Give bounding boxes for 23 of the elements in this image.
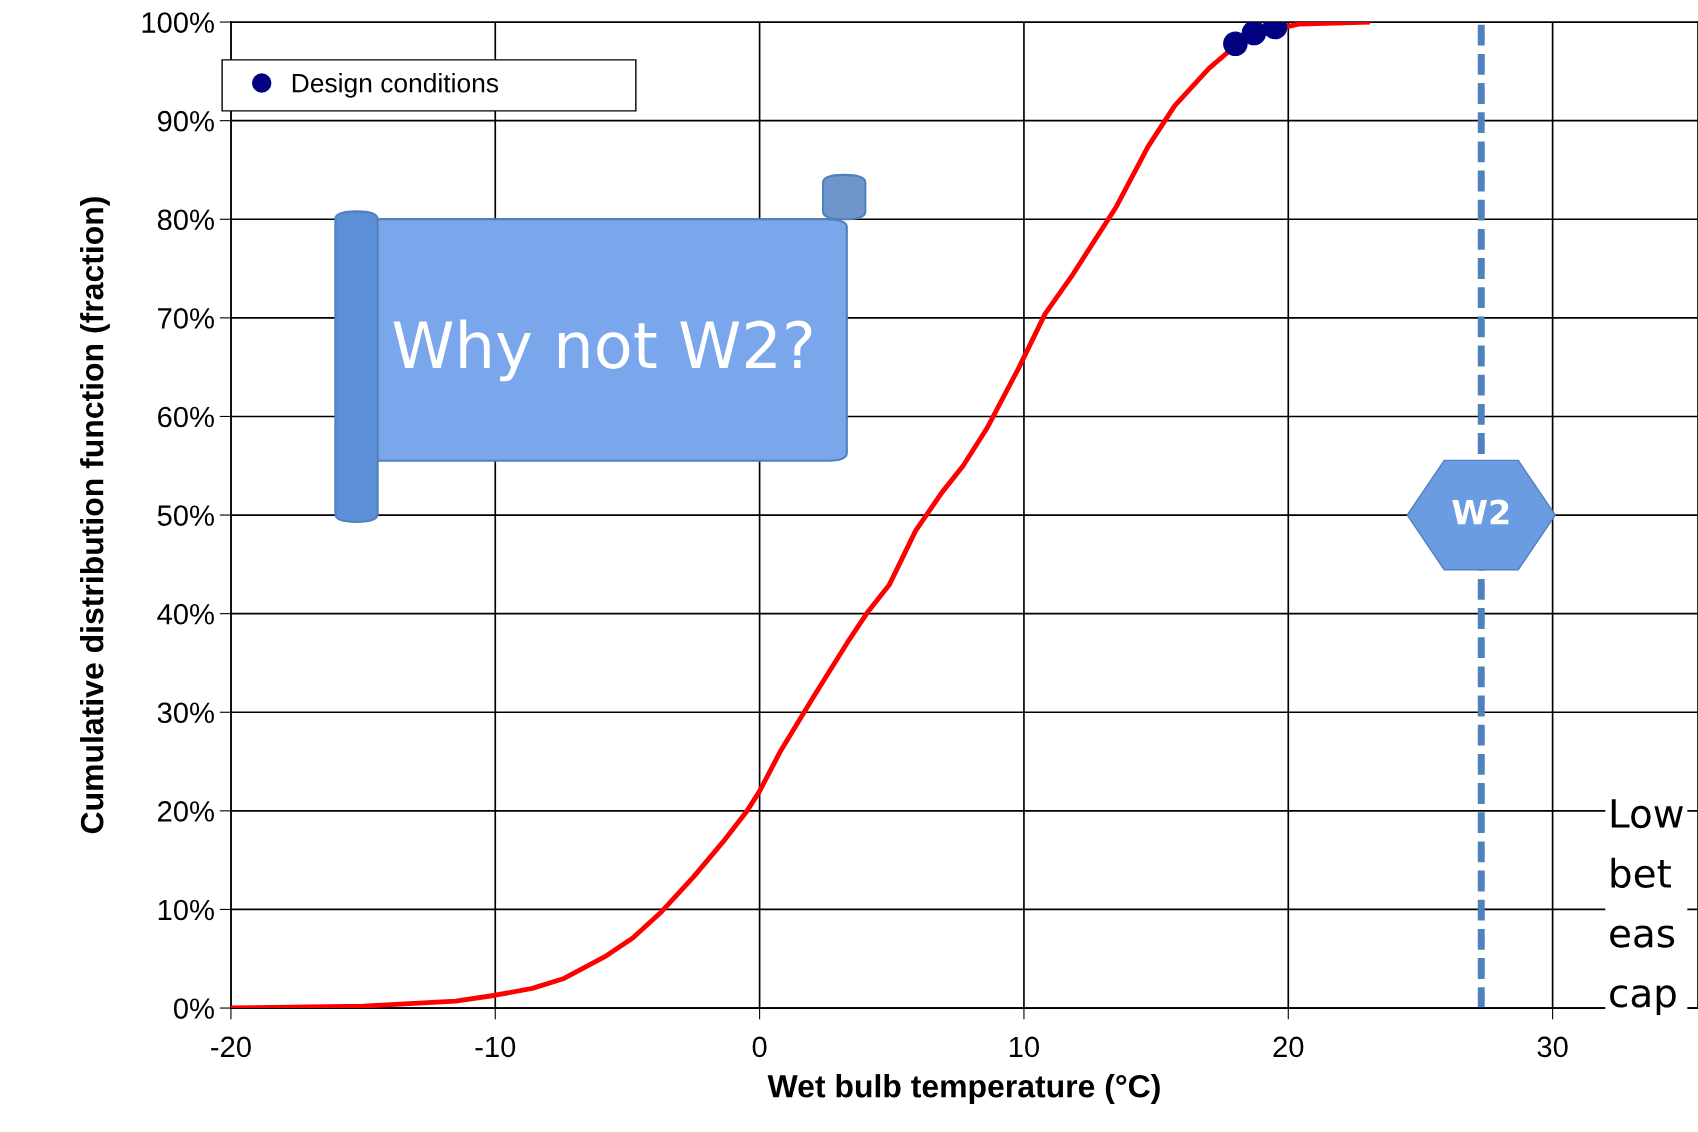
ref-line-label: W2 bbox=[1452, 499, 1509, 525]
x-tick-label: 0 bbox=[752, 1036, 767, 1058]
y-tick-label: 60% bbox=[158, 406, 214, 428]
x-tick-label: 30 bbox=[1537, 1036, 1568, 1058]
y-tick-label: 100% bbox=[142, 12, 214, 33]
y-tick-label: 80% bbox=[157, 209, 214, 231]
x-axis-title: Wet bulb temperature (°C) bbox=[767, 1074, 1160, 1104]
y-tick-label: 70% bbox=[158, 308, 214, 329]
legend-label: Design conditions bbox=[292, 73, 499, 98]
annotation: Low bet eas cap bbox=[1610, 799, 1683, 1016]
y-tick-label: 30% bbox=[157, 702, 214, 724]
y-tick-label: 0% bbox=[173, 998, 214, 1019]
x-tick-label: -20 bbox=[211, 1036, 251, 1058]
y-tick-label: 20% bbox=[158, 801, 214, 822]
y-tick-label: 40% bbox=[157, 603, 214, 625]
y-axis-title: Cumulative distribution function (fraction) bbox=[80, 197, 110, 834]
x-tick-label: -10 bbox=[475, 1036, 516, 1058]
x-tick-label: 10 bbox=[1009, 1036, 1040, 1058]
annotation: Why not W2? bbox=[393, 319, 812, 382]
x-tick-label: 20 bbox=[1273, 1036, 1304, 1058]
y-tick-label: 50% bbox=[157, 505, 214, 526]
y-tick-label: 90% bbox=[157, 110, 214, 132]
y-tick-label: 10% bbox=[158, 899, 214, 921]
